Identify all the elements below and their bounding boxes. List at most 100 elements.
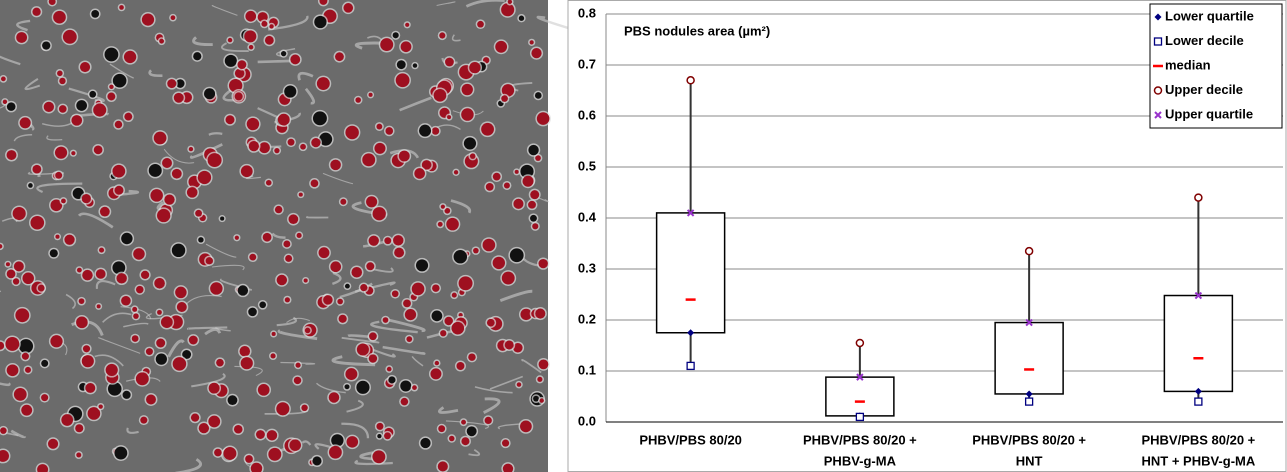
nodule xyxy=(61,414,74,426)
nodule xyxy=(362,153,376,167)
x-tick-label: PHBV-g-MA xyxy=(824,453,897,468)
streak xyxy=(257,107,279,119)
nodule xyxy=(346,436,359,448)
nodule xyxy=(71,151,76,156)
streak xyxy=(271,232,286,239)
marker xyxy=(1194,193,1203,202)
nodule xyxy=(156,338,166,348)
streak xyxy=(37,173,41,178)
streak xyxy=(436,124,461,131)
nodule xyxy=(259,301,267,309)
nodule xyxy=(290,54,301,65)
nodule xyxy=(224,54,237,67)
nodule xyxy=(360,284,368,292)
marker xyxy=(1194,387,1202,395)
streak xyxy=(214,326,231,332)
nodule xyxy=(469,153,476,159)
nodule xyxy=(141,13,155,26)
streak xyxy=(126,427,139,434)
nodule xyxy=(329,445,342,459)
nodule xyxy=(453,170,459,175)
nodule xyxy=(214,448,222,457)
nodule xyxy=(19,117,31,129)
nodule xyxy=(501,84,515,97)
nodule xyxy=(386,366,392,372)
nodule xyxy=(154,278,165,289)
nodule xyxy=(76,452,82,458)
y-tick-label: 0.5 xyxy=(578,158,596,173)
nodule xyxy=(87,407,101,420)
nodule xyxy=(150,189,163,202)
nodule xyxy=(248,307,257,317)
nodule xyxy=(160,316,173,329)
streak xyxy=(163,148,195,164)
nodule xyxy=(280,50,287,57)
nodule xyxy=(261,20,268,27)
nodule xyxy=(351,266,363,278)
nodule xyxy=(104,47,119,62)
nodule xyxy=(13,388,27,401)
streak xyxy=(451,34,461,42)
nodule xyxy=(37,464,49,472)
streak xyxy=(186,326,228,330)
nodule xyxy=(503,182,510,189)
nodule xyxy=(374,142,386,154)
nodule xyxy=(240,165,253,178)
nodule xyxy=(530,214,537,222)
nodule xyxy=(133,313,139,319)
nodule xyxy=(91,9,100,18)
nodule xyxy=(537,376,543,382)
nodule xyxy=(516,382,522,387)
nodule xyxy=(262,232,272,242)
streak xyxy=(316,382,346,394)
nodule xyxy=(535,308,546,319)
nodule xyxy=(170,15,176,21)
nodule xyxy=(195,209,202,217)
nodule xyxy=(171,168,182,179)
nodule xyxy=(13,261,24,272)
nodule xyxy=(421,160,432,170)
streak xyxy=(10,429,27,439)
nodule xyxy=(338,314,347,323)
nodule xyxy=(501,95,508,102)
nodule xyxy=(239,345,251,357)
nodule xyxy=(12,207,26,221)
nodule xyxy=(0,449,9,462)
nodule xyxy=(345,368,358,381)
nodule xyxy=(119,5,124,10)
nodule xyxy=(485,183,494,191)
nodule xyxy=(171,243,186,258)
streak xyxy=(267,15,309,31)
nodule xyxy=(5,262,10,267)
nodule xyxy=(328,392,340,403)
streak xyxy=(445,420,490,430)
nodule xyxy=(311,137,321,148)
streak xyxy=(301,440,312,446)
nodule xyxy=(431,310,443,322)
nodule xyxy=(6,269,16,279)
nodule xyxy=(259,142,270,154)
nodule xyxy=(473,247,479,254)
nodule xyxy=(146,394,156,405)
nodule xyxy=(133,248,145,260)
marker xyxy=(1024,397,1034,406)
box xyxy=(994,321,1064,395)
nodule xyxy=(54,146,68,159)
nodule xyxy=(21,352,29,360)
nodule xyxy=(533,395,539,402)
nodule xyxy=(376,422,384,430)
nodule xyxy=(283,240,291,248)
nodule xyxy=(193,52,202,61)
nodule xyxy=(234,235,239,240)
nodule xyxy=(405,22,410,27)
nodule xyxy=(377,434,382,439)
nodule xyxy=(109,84,114,90)
nodule xyxy=(384,237,392,245)
nodule xyxy=(208,382,220,394)
nodule xyxy=(314,15,327,29)
y-tick-label: 0.7 xyxy=(578,56,596,71)
nodule xyxy=(95,269,106,279)
streak xyxy=(322,172,354,185)
streak xyxy=(192,36,213,46)
nodule xyxy=(99,247,105,253)
